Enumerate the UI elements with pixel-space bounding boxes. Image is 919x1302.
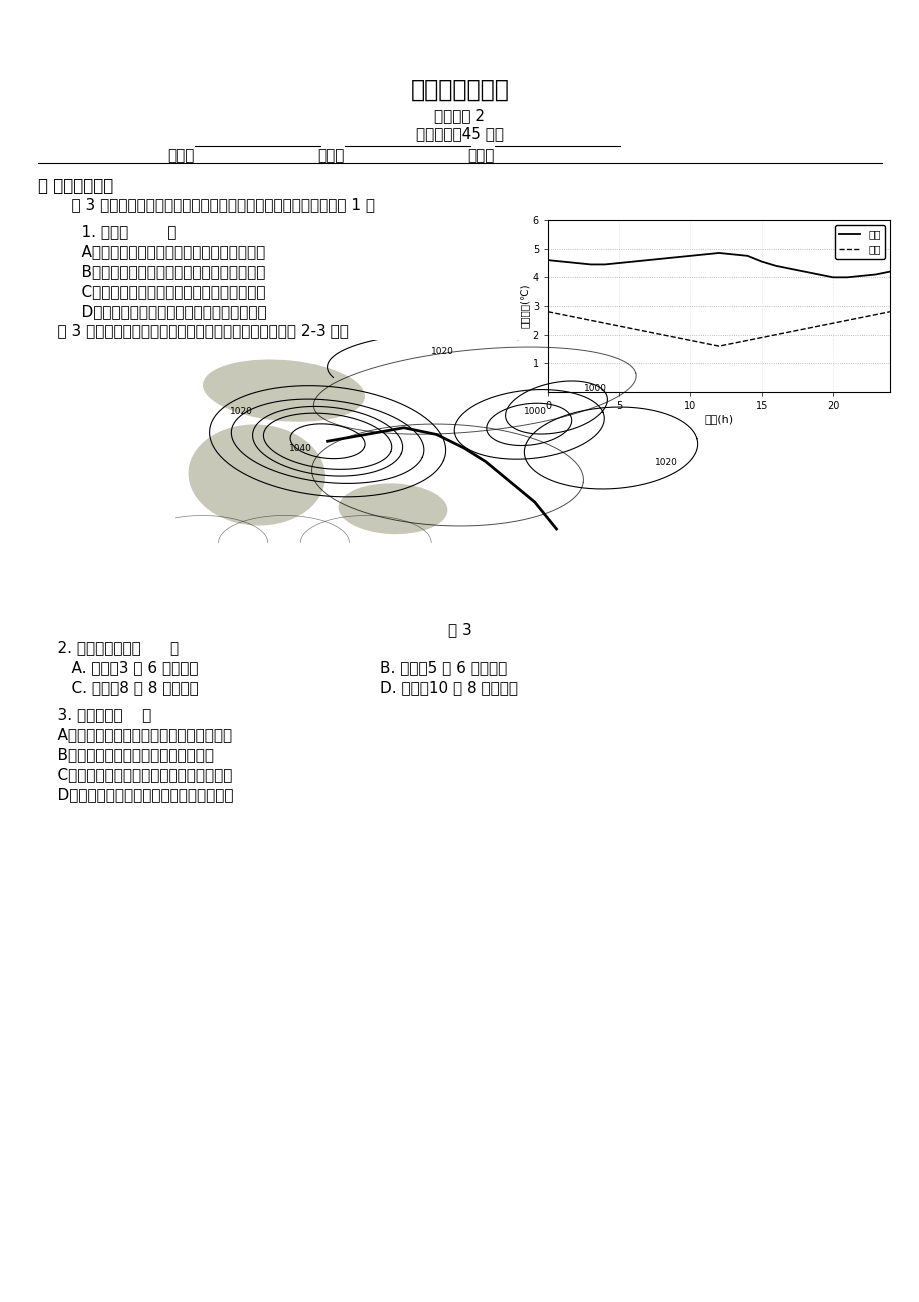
Text: D、日本群岛受暖锋影响，出现连续性降水: D、日本群岛受暖锋影响，出现连续性降水 xyxy=(38,786,233,802)
Text: 1020: 1020 xyxy=(229,408,252,417)
X-axis label: 时间(h): 时间(h) xyxy=(704,414,732,424)
Text: D、夏季盛行东南风且郊区风大，因此温差大: D、夏季盛行东南风且郊区风大，因此温差大 xyxy=(62,303,267,319)
Text: 1020: 1020 xyxy=(431,346,454,355)
Text: C. 立秋（8 月 8 日前后）: C. 立秋（8 月 8 日前后） xyxy=(52,680,199,695)
Text: 1. 图中（        ）: 1. 图中（ ） xyxy=(62,224,176,240)
Text: 一 、单项选择题: 一 、单项选择题 xyxy=(38,177,113,195)
Text: 2. 该日最可能是（      ）: 2. 该日最可能是（ ） xyxy=(38,641,179,655)
Text: 1020: 1020 xyxy=(654,458,676,467)
Text: 1000: 1000 xyxy=(523,408,546,417)
Text: 3. 此时图中（    ）: 3. 此时图中（ ） xyxy=(38,707,151,723)
Text: 考试时间：45 分钟: 考试时间：45 分钟 xyxy=(415,126,504,141)
Text: 考号：: 考号： xyxy=(467,148,494,163)
Text: 图 3 为某年中国北方某市城郊温差的日变化示意图，读图，回答第 1 题: 图 3 为某年中国北方某市城郊温差的日变化示意图，读图，回答第 1 题 xyxy=(52,197,375,212)
Ellipse shape xyxy=(203,359,365,422)
Text: 图 3 为某日某区域等压线图（单位：百帕），读图，回答 2-3 题。: 图 3 为某日某区域等压线图（单位：百帕），读图，回答 2-3 题。 xyxy=(38,323,348,339)
Text: 姓名：: 姓名： xyxy=(167,148,195,163)
Y-axis label: 城郊温差(℃): 城郊温差(℃) xyxy=(519,284,529,328)
Text: 大气专题 2: 大气专题 2 xyxy=(434,108,485,122)
Legend: 冬季, 夏季: 冬季, 夏季 xyxy=(834,225,884,259)
Text: 图 3: 图 3 xyxy=(448,622,471,637)
Text: B、太平洋海域受低压控制，多暴风雨: B、太平洋海域受低压控制，多暴风雨 xyxy=(38,747,214,762)
Text: C、冬季城区比郊区热排放量大，因此温差大: C、冬季城区比郊区热排放量大，因此温差大 xyxy=(62,284,266,299)
Text: A、白天大气对太阳辐射削弱强，因此温差小: A、白天大气对太阳辐射削弱强，因此温差小 xyxy=(62,243,265,259)
Text: 班级：: 班级： xyxy=(317,148,345,163)
Text: C、台湾海峡吹偏北风，海上船只注意安全: C、台湾海峡吹偏北风，海上船只注意安全 xyxy=(38,767,233,783)
Text: D. 寒露（10 月 8 日前后）: D. 寒露（10 月 8 日前后） xyxy=(380,680,517,695)
Ellipse shape xyxy=(338,483,447,534)
Text: 衡水万卷作业九: 衡水万卷作业九 xyxy=(410,78,509,102)
Text: A、我国北方受高压控制，多晴朗微风天气: A、我国北方受高压控制，多晴朗微风天气 xyxy=(38,727,232,742)
Text: 1000: 1000 xyxy=(584,384,607,393)
Ellipse shape xyxy=(188,424,324,526)
Text: A. 惊蛰（3 月 6 日前后）: A. 惊蛰（3 月 6 日前后） xyxy=(52,660,199,674)
Text: B、夜晚郊区比城区雾霾程度轻，因此温差小: B、夜晚郊区比城区雾霾程度轻，因此温差小 xyxy=(62,264,265,279)
Text: 1040: 1040 xyxy=(289,444,312,453)
Text: B. 立夏（5 月 6 日前后）: B. 立夏（5 月 6 日前后） xyxy=(380,660,506,674)
